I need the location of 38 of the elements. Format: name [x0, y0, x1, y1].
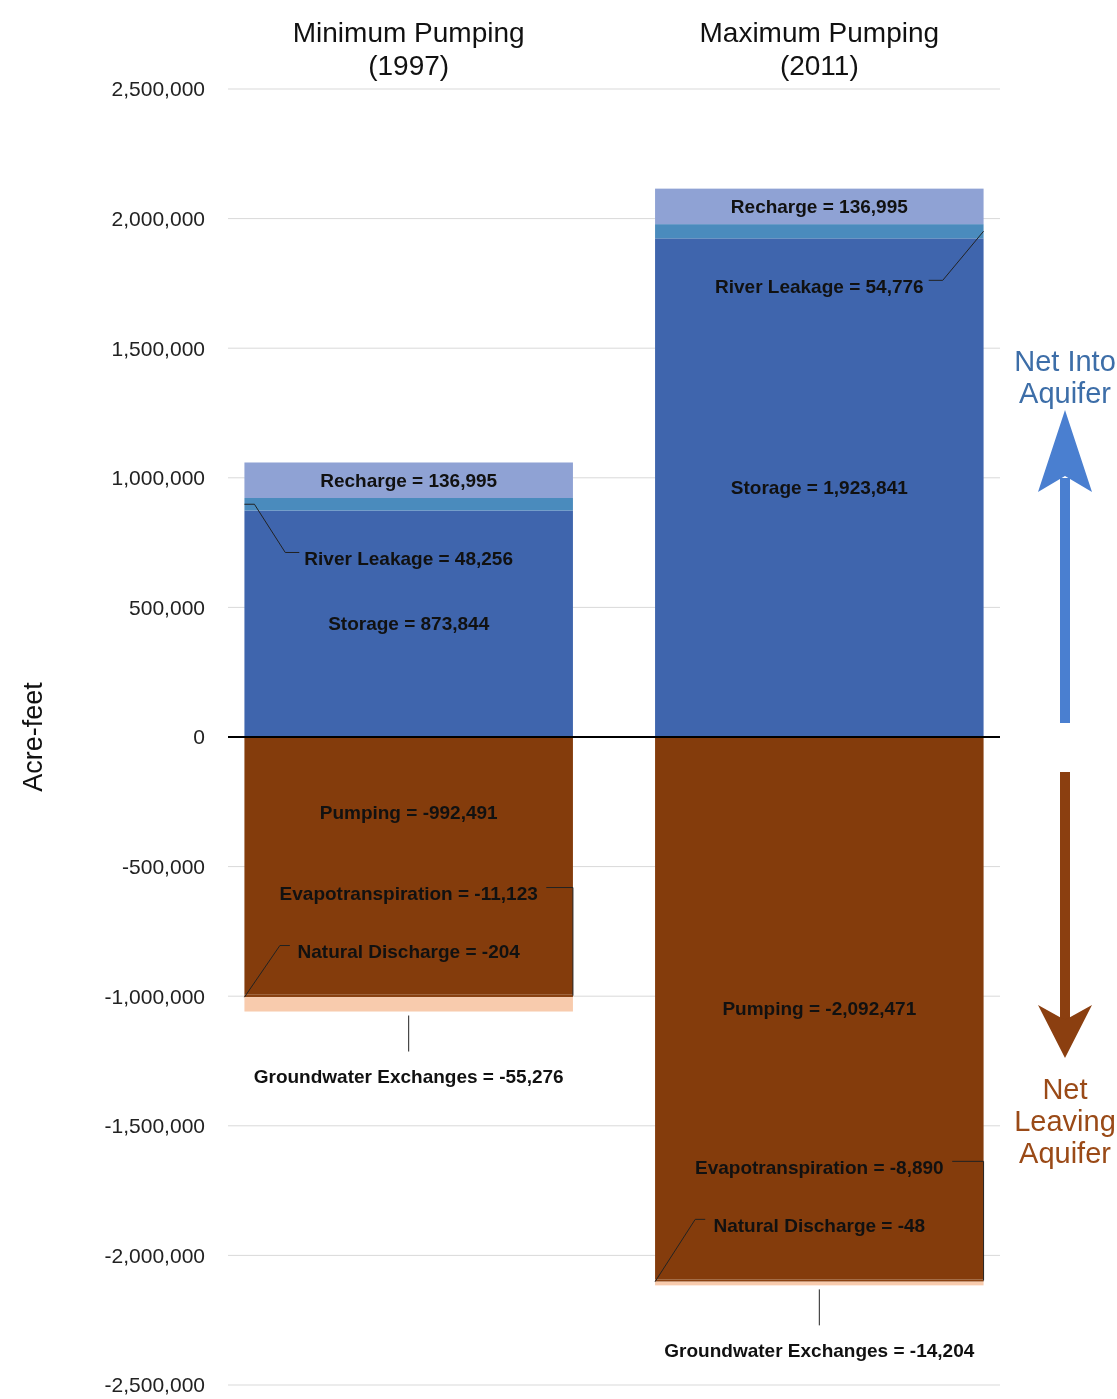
bar [244, 997, 573, 1012]
data-label: River Leakage = 54,776 [715, 275, 924, 297]
y-tick-label: -2,500,000 [104, 1373, 205, 1397]
bar [244, 462, 573, 498]
bar [244, 510, 573, 737]
y-tick-label: 2,000,000 [111, 206, 205, 230]
data-label: Recharge = 136,995 [730, 196, 909, 218]
data-label: Recharge = 136,995 [320, 469, 498, 491]
data-label: Storage = 1,923,841 [730, 477, 909, 499]
bar [655, 238, 984, 737]
data-label: Natural Discharge = -204 [297, 941, 521, 963]
x-tick-label: Minimum Pumping (1997) [292, 16, 525, 82]
bar [655, 737, 984, 1280]
data-label: Natural Discharge = -48 [713, 1215, 926, 1237]
text: Net Leaving Aquifer [1014, 1073, 1116, 1169]
data-label: Pumping = -2,092,471 [722, 997, 917, 1019]
data-label: Evapotranspiration = -8,890 [694, 1157, 944, 1179]
y-tick-label: -1,000,000 [104, 984, 205, 1008]
data-label: Groundwater Exchanges = -14,204 [664, 1340, 975, 1362]
bar [244, 737, 573, 995]
y-tick-label: 1,500,000 [111, 336, 205, 360]
y-tick-label: -2,000,000 [104, 1243, 205, 1267]
bar [655, 224, 984, 239]
y-tick-label: 0 [193, 725, 205, 749]
data-label: Evapotranspiration = -11,123 [279, 883, 538, 905]
y-tick-label: 2,500,000 [111, 77, 205, 101]
y-tick-label: 1,000,000 [111, 466, 205, 490]
data-label: Groundwater Exchanges = -55,276 [253, 1066, 564, 1088]
y-tick-label: -500,000 [122, 854, 205, 878]
x-tick-label: Maximum Pumping (2011) [699, 16, 940, 82]
data-label: Storage = 873,844 [328, 613, 490, 635]
data-label: Pumping = -992,491 [319, 802, 499, 824]
y-tick-label: -1,500,000 [104, 1114, 205, 1138]
y-axis-title: Acre-feet [18, 681, 48, 792]
bar [244, 497, 573, 511]
data-label: River Leakage = 48,256 [304, 548, 513, 570]
text: Net Into Aquifer [1014, 345, 1116, 410]
y-tick-label: 500,000 [129, 595, 205, 619]
